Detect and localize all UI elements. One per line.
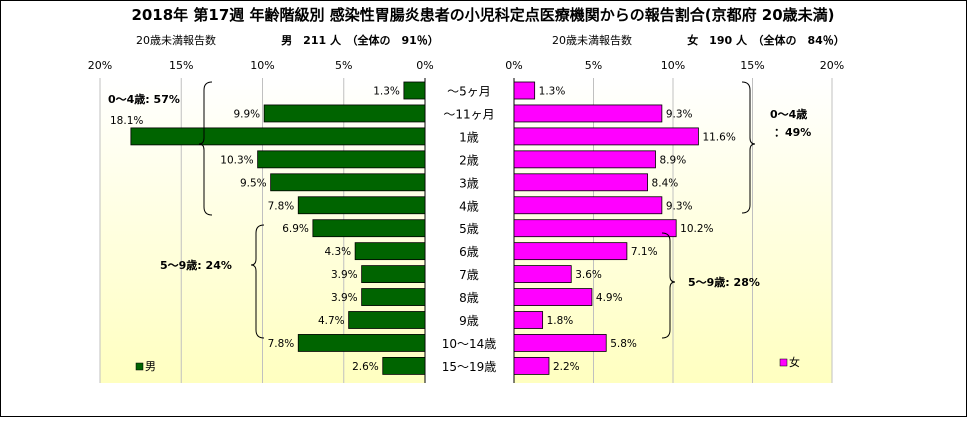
female-bar-4	[513, 173, 648, 192]
male-bar-5	[297, 196, 426, 215]
male-axis-tick-0: 0%	[416, 59, 433, 72]
category-label-6: 5歳	[459, 222, 479, 236]
category-label-7: 6歳	[459, 245, 479, 259]
category-label-12: 15～19歳	[442, 360, 497, 374]
male-value-label-7: 4.3%	[324, 246, 351, 258]
female-bar-5	[513, 196, 663, 215]
female-count-label: 20歳未満報告数	[552, 34, 632, 47]
female-value-label-0: 1.3%	[539, 86, 566, 98]
female-axis-tick-20: 20%	[820, 59, 844, 72]
male-value-label-8: 3.9%	[331, 269, 358, 281]
female-bar-9	[513, 288, 593, 306]
female-5-9-annotation: 5～9歳: 28%	[688, 275, 760, 289]
female-bar-3	[513, 150, 656, 169]
value-labels: 1.3% 1.3% 9.9% 9.3% 18.1% 11.6% 10.3% 8.9% 9.5% 8…	[110, 86, 736, 373]
male-bar-6	[312, 219, 426, 238]
male-value-label-2: 18.1%	[110, 115, 143, 127]
female-count-summary: 女 190 人 （全体の 84％）	[687, 33, 845, 47]
male-5-9-bracket	[250, 224, 265, 339]
male-axis-tick-5: 5%	[335, 59, 352, 72]
category-label-10: 9歳	[459, 314, 479, 328]
male-value-label-9: 3.9%	[331, 292, 358, 304]
male-0-4-bracket	[198, 81, 213, 216]
male-bar-3	[257, 150, 426, 169]
category-label-11: 10～14歳	[442, 337, 497, 351]
female-value-label-1: 9.3%	[666, 108, 693, 120]
male-legend-swatch	[135, 362, 144, 371]
male-bar-9	[361, 288, 426, 306]
category-label-3: 2歳	[459, 153, 479, 167]
male-0-4-annotation: 0～4歳: 57%	[108, 92, 180, 106]
bars	[130, 81, 699, 375]
category-label-5: 4歳	[459, 199, 479, 213]
male-bar-10	[348, 311, 426, 329]
male-axis-tick-10: 10%	[250, 59, 274, 72]
male-value-label-0: 1.3%	[373, 86, 400, 98]
category-label-2: 1歳	[459, 130, 479, 144]
female-axis-tick-0: 0%	[505, 59, 522, 72]
female-bar-11	[513, 334, 607, 352]
female-bar-6	[513, 219, 677, 238]
female-value-label-9: 4.9%	[596, 292, 623, 304]
female-bar-12	[513, 356, 550, 375]
female-value-label-11: 5.8%	[610, 338, 637, 350]
female-value-label-12: 2.2%	[553, 361, 580, 373]
male-value-label-5: 7.8%	[268, 200, 295, 212]
female-value-label-4: 8.4%	[652, 177, 679, 189]
male-value-label-3: 10.3%	[220, 154, 253, 166]
female-value-label-2: 11.6%	[702, 131, 735, 143]
male-value-label-10: 4.7%	[318, 315, 345, 327]
category-label-4: 3歳	[459, 176, 479, 190]
male-bar-2	[130, 127, 426, 146]
female-axis-tick-5: 5%	[585, 59, 602, 72]
male-bar-11	[297, 334, 426, 352]
male-value-label-4: 9.5%	[240, 177, 267, 189]
male-value-label-11: 7.8%	[268, 338, 295, 350]
female-axis-tick-10: 10%	[661, 59, 685, 72]
male-bar-8	[361, 265, 426, 284]
female-value-label-8: 3.6%	[575, 269, 602, 281]
female-bar-7	[513, 242, 628, 261]
female-value-label-7: 7.1%	[631, 246, 658, 258]
male-bar-7	[354, 242, 426, 261]
female-bar-8	[513, 265, 572, 284]
category-label-0: ～5ヶ月	[447, 85, 491, 99]
female-0-4-bracket	[741, 81, 756, 214]
male-value-label-12: 2.6%	[352, 361, 379, 373]
male-count-summary: 男 211 人 （全体の 91％）	[281, 33, 439, 47]
chart-title: 2018年 第17週 年齢階級別 感染性胃腸炎患者の小児科定点医療機関からの報告…	[131, 6, 834, 24]
female-axis-tick-15: 15%	[740, 59, 764, 72]
category-label-1: ～11ヶ月	[443, 107, 494, 121]
female-value-label-5: 9.3%	[666, 200, 693, 212]
female-legend-label: 女	[789, 355, 800, 369]
female-legend-swatch	[779, 358, 788, 367]
male-bar-4	[270, 173, 426, 192]
female-bar-10	[513, 311, 544, 329]
female-value-label-6: 10.2%	[680, 223, 713, 235]
male-value-label-1: 9.9%	[233, 108, 260, 120]
female-5-9-bracket	[661, 232, 676, 339]
male-axis-tick-15: 15%	[169, 59, 193, 72]
female-0-4-annotation-line1: 0～4歳	[770, 107, 807, 121]
female-0-4-annotation-line2: ：49%	[774, 126, 811, 139]
category-labels: ～5ヶ月 ～11ヶ月 1歳 2歳 3歳 4歳 5歳 6歳 7歳 8歳 9歳 10～14歳 15～19歳	[442, 85, 497, 374]
male-bar-0	[403, 81, 426, 100]
category-label-8: 7歳	[459, 268, 479, 282]
axis-tick-labels: 0% 0% 5% 5% 10% 10% 15% 15% 20% 20%	[88, 59, 844, 72]
female-bar-2	[513, 127, 699, 146]
male-bar-1	[263, 104, 426, 123]
male-count-label: 20歳未満報告数	[136, 34, 216, 47]
female-value-label-3: 8.9%	[660, 154, 687, 166]
female-bar-0	[513, 81, 536, 100]
male-5-9-annotation: 5～9歳: 24%	[160, 258, 232, 272]
female-value-label-10: 1.8%	[547, 315, 574, 327]
male-axis-tick-20: 20%	[88, 59, 112, 72]
female-bar-1	[513, 104, 663, 123]
male-legend-label: 男	[145, 360, 156, 373]
male-bar-12	[382, 356, 426, 375]
category-label-9: 8歳	[459, 291, 479, 305]
male-value-label-6: 6.9%	[282, 223, 309, 235]
